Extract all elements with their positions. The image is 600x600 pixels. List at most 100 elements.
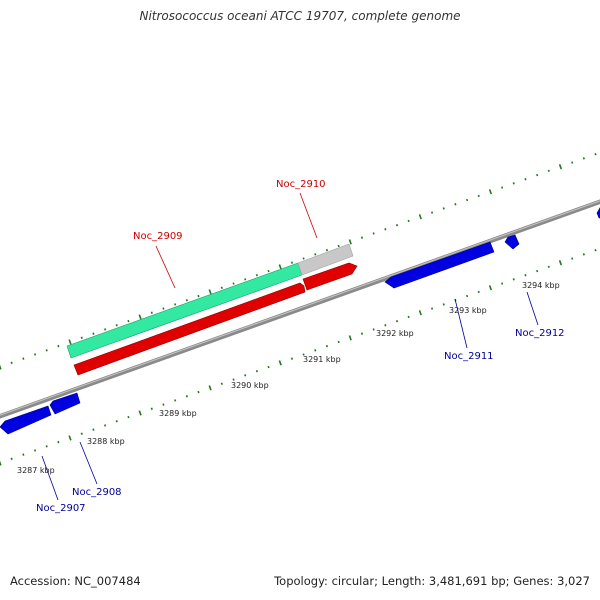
outer-tick-mark — [127, 319, 130, 323]
outer-tick-track — [0, 152, 597, 370]
outer-tick-mark — [477, 194, 480, 198]
outer-tick-mark — [104, 328, 107, 331]
scale-label-3291: 3291 kbp — [303, 355, 341, 364]
inner-tick-mark — [314, 349, 317, 352]
inner-tick-mark — [138, 410, 142, 416]
gene-label-noc-2910[interactable]: Noc_2910 — [276, 179, 326, 190]
outer-tick-mark — [395, 223, 399, 227]
cds-noc-2908-arrow[interactable] — [49, 392, 81, 415]
gene-label-noc-2907[interactable]: Noc_2907 — [36, 503, 86, 514]
inner-tick-mark — [536, 269, 539, 273]
map-title: Nitrosococcus oceani ATCC 19707, complet… — [139, 9, 461, 23]
outer-tick-mark — [174, 303, 177, 306]
scale-label-3292: 3292 kbp — [376, 329, 414, 338]
gene-label-noc-2912[interactable]: Noc_2912 — [515, 328, 565, 339]
outer-tick-mark — [290, 261, 294, 264]
outer-tick-mark — [348, 239, 352, 245]
outer-tick-mark — [360, 236, 364, 239]
outer-tick-mark — [536, 173, 539, 177]
outer-tick-mark — [162, 307, 165, 310]
outer-tick-mark — [33, 353, 37, 356]
inner-tick-mark — [582, 253, 585, 256]
inner-tick-mark — [501, 282, 504, 285]
cds-noc-2911-arrow[interactable] — [384, 241, 495, 289]
inner-tick-track — [0, 248, 597, 466]
outer-tick-mark — [220, 286, 223, 289]
inner-tick-mark — [337, 340, 340, 344]
gene-label-noc-2908[interactable]: Noc_2908 — [72, 487, 122, 498]
outer-tick-mark — [208, 289, 212, 295]
outer-tick-mark — [418, 214, 422, 220]
inner-tick-mark — [302, 353, 305, 356]
outer-tick-mark — [571, 161, 574, 164]
outer-tick-mark — [512, 182, 515, 185]
inner-tick-mark — [115, 420, 118, 423]
outer-tick-mark — [278, 264, 282, 270]
callout-line-noc-2912 — [526, 291, 539, 326]
accession-text: Accession: NC_007484 — [10, 574, 141, 588]
gene-noc-2910-bar[interactable] — [297, 243, 354, 276]
inner-tick-mark — [174, 399, 177, 402]
inner-tick-mark — [488, 285, 493, 291]
outer-tick-mark — [430, 211, 434, 214]
outer-tick-mark — [454, 203, 457, 206]
outer-tick-mark — [185, 299, 188, 302]
outer-tick-mark — [407, 219, 410, 223]
inner-tick-mark — [278, 360, 282, 366]
outer-tick-mark — [547, 169, 550, 173]
inner-tick-mark — [0, 460, 2, 466]
inner-tick-mark — [465, 294, 469, 298]
scale-label-3288: 3288 kbp — [87, 437, 125, 446]
outer-tick-mark — [558, 164, 563, 170]
inner-tick-mark — [430, 307, 434, 310]
outer-tick-mark — [57, 344, 60, 348]
outer-tick-mark — [372, 232, 375, 235]
inner-tick-mark — [68, 435, 72, 441]
outer-tick-mark — [197, 294, 200, 298]
inner-tick-mark — [407, 315, 410, 319]
inner-tick-mark — [197, 390, 200, 394]
cds-noc-2912-arrow[interactable] — [504, 234, 520, 250]
callout-line-noc-2907 — [41, 455, 59, 501]
outer-tick-mark — [22, 357, 25, 360]
inner-tick-mark — [255, 370, 258, 373]
inner-tick-mark — [418, 310, 422, 316]
inner-tick-mark — [162, 403, 165, 406]
outer-tick-mark — [45, 349, 48, 352]
inner-tick-mark — [80, 432, 83, 435]
inner-tick-mark — [33, 449, 37, 452]
outer-tick-mark — [524, 178, 527, 181]
outer-tick-mark — [267, 269, 270, 273]
scale-label-3290: 3290 kbp — [231, 381, 269, 390]
outer-tick-mark — [255, 274, 258, 277]
outer-tick-mark — [488, 189, 493, 195]
gene-label-noc-2909[interactable]: Noc_2909 — [133, 231, 183, 242]
inner-tick-mark — [547, 265, 550, 269]
outer-tick-mark — [582, 157, 585, 160]
callout-line-noc-2910 — [299, 192, 318, 239]
outer-tick-mark — [337, 244, 340, 248]
outer-tick-mark — [244, 278, 247, 281]
inner-tick-mark — [57, 440, 60, 444]
cds-noc-2910-arrow[interactable] — [302, 262, 358, 291]
callout-line-noc-2911 — [454, 298, 468, 349]
gene-noc-2909-bar[interactable] — [66, 262, 303, 359]
outer-tick-mark — [501, 186, 504, 189]
cds-noc-2907-arrow[interactable] — [0, 405, 52, 435]
cds-edge-right-arrow[interactable] — [596, 206, 600, 219]
outer-tick-mark — [92, 332, 95, 335]
inner-tick-mark — [150, 407, 153, 410]
gene-label-noc-2911[interactable]: Noc_2911 — [444, 351, 494, 362]
outer-tick-mark — [80, 336, 83, 339]
inner-tick-mark — [512, 278, 515, 281]
genome-summary-text: Topology: circular; Length: 3,481,691 bp… — [274, 574, 590, 588]
scale-label-3289: 3289 kbp — [159, 409, 197, 418]
inner-tick-mark — [325, 344, 329, 348]
inner-tick-mark — [185, 395, 188, 398]
inner-tick-mark — [220, 382, 223, 385]
genome-backbone-highlight — [0, 200, 600, 416]
cds-noc-2909-arrow[interactable] — [73, 282, 306, 376]
outer-tick-mark — [384, 228, 387, 231]
